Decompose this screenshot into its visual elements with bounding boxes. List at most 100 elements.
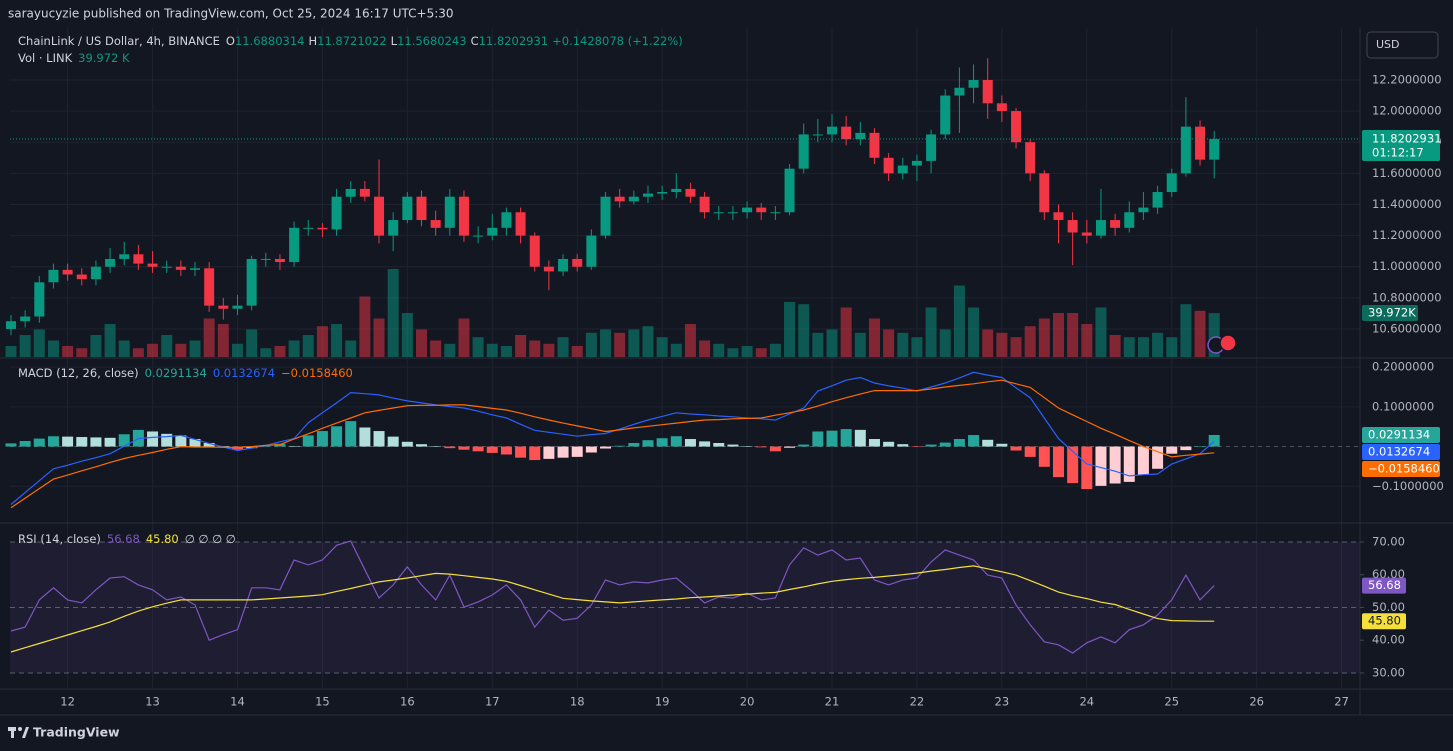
histogram-bar bbox=[175, 435, 187, 447]
histogram-bar bbox=[968, 435, 980, 447]
histogram-bar bbox=[1109, 446, 1121, 484]
histogram-bar bbox=[90, 437, 102, 447]
legend: MACD (12, 26, close) 0.0291134 0.0132674 −0… bbox=[18, 366, 353, 380]
currency-label[interactable]: USD bbox=[1376, 38, 1400, 51]
candle-body bbox=[1025, 142, 1036, 174]
volume-bar bbox=[274, 346, 286, 357]
x-tick-label: 18 bbox=[570, 695, 585, 709]
volume-bar bbox=[897, 332, 909, 357]
legend-item: MACD (12, 26, close) bbox=[18, 366, 139, 380]
candle-body bbox=[1110, 220, 1121, 228]
candle-body bbox=[388, 220, 399, 236]
histogram-bar bbox=[1095, 446, 1107, 486]
event-icons bbox=[1207, 334, 1237, 354]
volume-bar bbox=[868, 318, 880, 357]
histogram-bar bbox=[585, 446, 597, 453]
candle-body bbox=[515, 212, 526, 236]
volume-bar bbox=[203, 318, 215, 357]
volume-bar bbox=[76, 348, 88, 357]
candle-body bbox=[926, 134, 937, 161]
volume-bar bbox=[911, 337, 923, 357]
candle-body bbox=[1053, 212, 1064, 221]
y-tick-label: 11.6000000 bbox=[1372, 166, 1442, 180]
currency-button[interactable] bbox=[1366, 31, 1439, 59]
histogram-bar bbox=[33, 438, 45, 447]
candle-body bbox=[5, 321, 16, 329]
volume-bar bbox=[939, 329, 951, 357]
volume-bar bbox=[189, 340, 201, 357]
histogram-bar bbox=[784, 446, 796, 448]
volume-bar bbox=[500, 346, 512, 357]
legend: Vol · LINK 39.972 K bbox=[18, 51, 130, 65]
candle-body bbox=[841, 126, 852, 140]
volume-bar bbox=[1180, 304, 1192, 357]
volume-bar bbox=[33, 329, 45, 357]
volume-bar bbox=[543, 343, 555, 357]
candle-body bbox=[430, 220, 441, 228]
legend-item: 56.68 bbox=[107, 532, 140, 546]
histogram-bar bbox=[670, 436, 682, 447]
volume-bar bbox=[1024, 326, 1036, 357]
rsi-line bbox=[10, 540, 1215, 654]
x-tick-label: 27 bbox=[1334, 695, 1349, 709]
x-tick-label: 17 bbox=[485, 695, 500, 709]
published-note: sarayucyzie published on TradingView.com… bbox=[8, 7, 454, 21]
candle-body bbox=[1011, 111, 1022, 143]
brand-name: TradingView bbox=[33, 725, 120, 740]
legend-item: 0.0291134 bbox=[145, 366, 207, 380]
candle-body bbox=[119, 254, 130, 259]
candle-body bbox=[911, 160, 922, 166]
candle-body bbox=[359, 188, 370, 197]
histogram-bar bbox=[76, 437, 88, 447]
histogram-bar bbox=[331, 426, 343, 447]
candle-body bbox=[487, 227, 498, 236]
histogram-bar bbox=[401, 441, 413, 447]
histogram-bar bbox=[444, 446, 456, 449]
legend-item: −0.0158460 bbox=[281, 366, 353, 380]
volume-bar bbox=[1137, 337, 1149, 357]
candle-body bbox=[458, 196, 469, 236]
candle-body bbox=[303, 227, 314, 229]
histogram-bar bbox=[5, 443, 17, 447]
volume-bar bbox=[854, 332, 866, 357]
y-tick-label: 12.0000000 bbox=[1372, 104, 1442, 118]
histogram-bar bbox=[1166, 446, 1178, 454]
histogram-bar bbox=[713, 442, 725, 447]
candle-body bbox=[204, 268, 215, 306]
volume-bar bbox=[458, 318, 470, 357]
histogram-bar bbox=[557, 446, 569, 458]
x-tick-label: 16 bbox=[400, 695, 415, 709]
candle-body bbox=[1152, 192, 1163, 208]
histogram-bar bbox=[571, 446, 583, 457]
histogram-bar bbox=[812, 431, 824, 447]
histogram-bar bbox=[1152, 446, 1164, 469]
volume-bar bbox=[1109, 335, 1121, 357]
y-tick-label: 11.4000000 bbox=[1372, 197, 1442, 211]
legend-item: 11.5680243 bbox=[397, 34, 467, 48]
legend-item: 11.8721022 bbox=[317, 34, 387, 48]
histogram-bar bbox=[868, 439, 880, 447]
candle-body bbox=[501, 212, 512, 228]
histogram-bar bbox=[614, 445, 626, 447]
volume-bar bbox=[147, 343, 159, 357]
volume-bar bbox=[1052, 313, 1064, 357]
volume-bar bbox=[840, 307, 852, 357]
x-tick-label: 14 bbox=[230, 695, 245, 709]
x-tick-label: 24 bbox=[1079, 695, 1094, 709]
volume-bar bbox=[316, 326, 328, 357]
volume-bar bbox=[401, 313, 413, 357]
histogram-bar bbox=[1067, 446, 1079, 484]
volume-bar bbox=[1194, 310, 1206, 357]
legend-item: C bbox=[471, 34, 479, 48]
volume-bar bbox=[585, 332, 597, 357]
y-tick-label: 12.2000000 bbox=[1372, 72, 1442, 86]
volume-axis-label: 39.972K bbox=[1368, 306, 1416, 320]
volume-bar bbox=[1166, 337, 1178, 357]
volume-bar bbox=[302, 335, 314, 357]
volume-bar bbox=[444, 343, 456, 357]
value-box bbox=[1362, 460, 1440, 477]
histogram-bar bbox=[741, 446, 753, 447]
legend: ChainLink / US Dollar, 4h, BINANCE O11.68… bbox=[18, 34, 683, 48]
volume-bar bbox=[288, 340, 300, 357]
